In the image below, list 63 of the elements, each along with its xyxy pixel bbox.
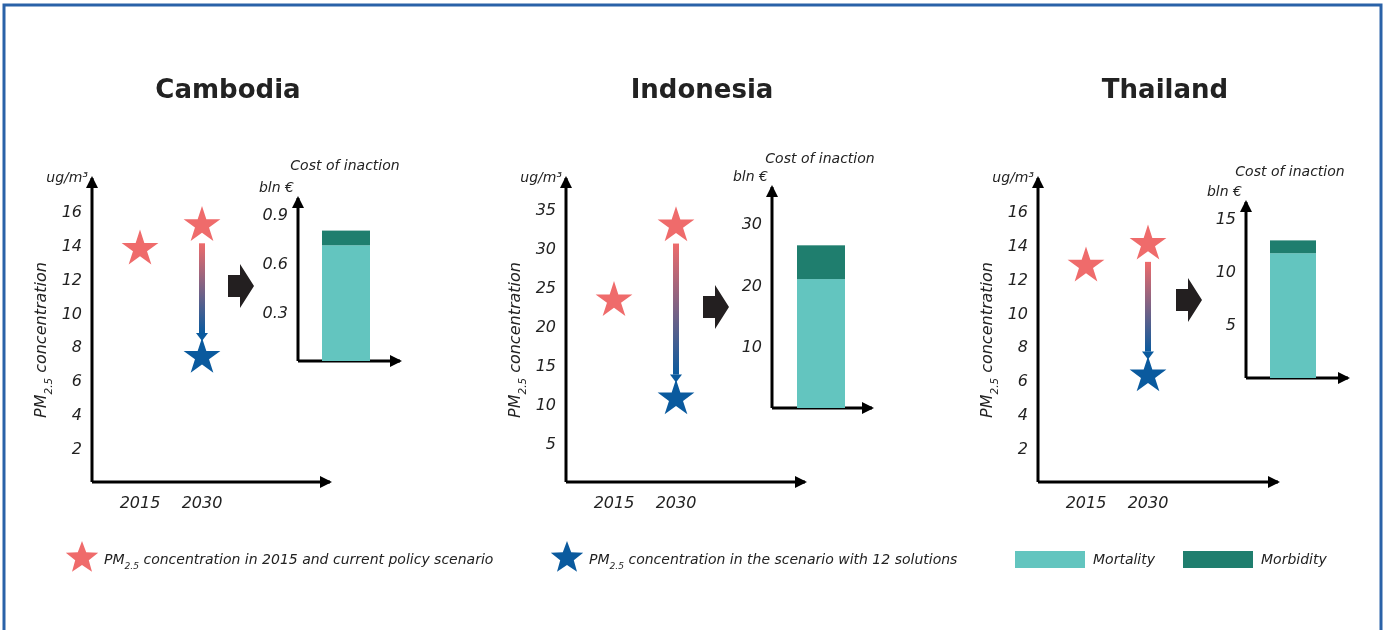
y-tick-label: 2 (71, 438, 82, 458)
legend-label: Mortality (1093, 551, 1156, 567)
y-tick-label: 4 (1017, 405, 1028, 425)
text: ug/m³ (46, 169, 89, 185)
x-tick-label: 2030 (1127, 493, 1169, 512)
point (183, 337, 221, 373)
point (657, 206, 695, 242)
x-tick-label: 2015 (593, 493, 635, 512)
y-tick-label: 20 (535, 316, 556, 336)
y-tick-label: 10 (1215, 261, 1236, 281)
y-tick-label: 5 (545, 433, 556, 453)
y-tick-label: 30 (535, 238, 556, 258)
legend-label: Morbidity (1261, 551, 1328, 567)
x-tick-label: 2030 (181, 493, 223, 512)
x-tick-label: 2030 (655, 493, 697, 512)
point (1129, 356, 1167, 392)
y-axis-title: bln € (732, 168, 769, 184)
y-tick-label: 8 (71, 337, 82, 357)
chart-title: Thailand (1101, 74, 1229, 104)
x-tick-label: 2015 (119, 493, 161, 512)
text: ug/m³ (992, 169, 1035, 185)
y-axis-title: bln € (1206, 183, 1243, 199)
y-tick-label: 10 (61, 303, 82, 323)
y-tick-label: 35 (535, 199, 556, 219)
y-tick-label: 14 (1007, 236, 1028, 256)
y-tick-label: 20 (741, 275, 762, 295)
y-tick-label: 12 (1007, 269, 1028, 289)
chart-title: Cost of inaction (290, 157, 400, 173)
y-tick-label: 4 (71, 405, 82, 425)
y-tick-label: 0.9 (262, 204, 288, 224)
legend-label: PM$_{2.5}$ concentration in the scenario with 12 solutions (589, 551, 958, 571)
chart-title: Indonesia (630, 74, 774, 104)
point (595, 281, 633, 317)
x-tick-label: 2015 (1065, 493, 1107, 512)
y-tick-label: 30 (741, 214, 762, 234)
y-tick-label: 8 (1017, 337, 1028, 357)
point (121, 229, 159, 265)
chart-title: Cambodia (155, 74, 301, 104)
point (657, 379, 695, 415)
y-tick-label: 6 (1017, 371, 1028, 391)
y-tick-label: 16 (1007, 202, 1028, 222)
y-tick-label: 2 (1017, 438, 1028, 458)
y-tick-label: 15 (1215, 208, 1236, 228)
y-tick-label: 14 (61, 236, 82, 256)
y-tick-label: 0.6 (262, 253, 288, 273)
y-tick-label: 12 (61, 269, 82, 289)
text: ug/m³ (520, 169, 563, 185)
chart-title: Cost of inaction (765, 150, 875, 166)
y-tick-label: 5 (1225, 315, 1236, 335)
point (1067, 246, 1105, 282)
y-axis-title: bln € (258, 179, 295, 195)
point (1129, 224, 1167, 260)
y-tick-label: 15 (535, 355, 556, 375)
y-tick-label: 10 (1007, 303, 1028, 323)
chart-title: Cost of inaction (1235, 163, 1345, 179)
y-tick-label: 16 (61, 202, 82, 222)
y-tick-label: 0.3 (262, 302, 288, 322)
point (183, 205, 221, 241)
y-tick-label: 10 (741, 337, 762, 357)
y-tick-label: 25 (535, 277, 556, 297)
y-tick-label: 6 (71, 371, 82, 391)
legend-label: PM$_{2.5}$ concentration in 2015 and current policy scenario (104, 551, 494, 571)
y-tick-label: 10 (535, 394, 556, 414)
